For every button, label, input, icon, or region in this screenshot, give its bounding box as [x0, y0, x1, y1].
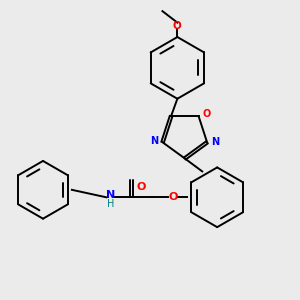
Text: O: O	[136, 182, 146, 192]
Text: O: O	[173, 21, 182, 31]
Text: N: N	[106, 190, 115, 200]
Text: O: O	[202, 109, 210, 119]
Text: O: O	[169, 192, 178, 202]
Text: N: N	[211, 137, 219, 147]
Text: N: N	[151, 136, 159, 146]
Text: H: H	[107, 199, 115, 209]
